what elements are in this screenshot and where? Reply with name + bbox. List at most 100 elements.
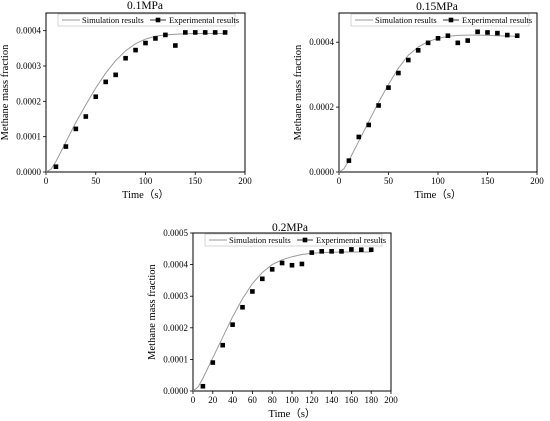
experimental-point <box>200 383 206 389</box>
x-tick-label: 100 <box>285 395 299 405</box>
x-tick-label: 100 <box>139 176 153 186</box>
y-axis-title: Methane mass fraction <box>293 44 304 140</box>
legend-simulation-label: Simulation results <box>229 235 291 245</box>
experimental-point <box>415 48 421 53</box>
simulation-series-line <box>45 33 226 173</box>
experimental-point <box>406 57 411 63</box>
experimental-point <box>269 267 275 272</box>
experimental-point <box>220 342 225 348</box>
y-tick-label: 0.0003 <box>163 291 188 301</box>
y-tick-label: 0.0000 <box>16 167 41 177</box>
experimental-point <box>309 250 315 255</box>
experimental-point <box>250 289 255 294</box>
simulation-series-line <box>338 34 518 173</box>
experimental-point <box>359 247 364 253</box>
experimental-point <box>279 260 285 266</box>
chart-title: 0.1MPa <box>127 0 163 12</box>
experimental-point <box>366 122 371 128</box>
experimental-point <box>230 322 235 327</box>
x-tick-label: 150 <box>189 176 203 186</box>
experimental-point <box>329 249 334 254</box>
legend-experimental-swatch <box>302 237 308 243</box>
x-tick-label: 50 <box>384 176 394 186</box>
legend-simulation-label: Simulation results <box>375 15 437 25</box>
experimental-point <box>514 33 520 39</box>
x-tick-label: 60 <box>248 395 258 405</box>
experimental-point <box>210 360 216 365</box>
y-axis-title: Methane mass fraction <box>0 44 11 140</box>
chart-panel-2: 0.2MPa 0 20 40 60 80 100 120 140 160 180 200 0.0000 0… <box>147 222 398 420</box>
experimental-point <box>133 47 138 53</box>
y-tick-label: 0.0005 <box>163 228 188 238</box>
chart-panel-0: 0.1MPa 0 50 100 150 200 0.0000 0.0001 0.0002 0.00… <box>0 0 252 201</box>
experimental-point <box>485 30 490 35</box>
experimental-point <box>376 103 381 108</box>
x-axis-title: Time（s） <box>122 189 169 201</box>
legend-experimental-swatch <box>155 17 161 23</box>
experimental-point <box>212 30 218 35</box>
x-tick-label: 160 <box>345 395 359 405</box>
x-tick-label: 200 <box>530 176 544 186</box>
x-axis-title: Time（s） <box>269 408 316 420</box>
x-tick-label: 40 <box>228 395 238 405</box>
y-tick-label: 0.0004 <box>16 26 41 36</box>
x-tick-label: 80 <box>268 395 278 405</box>
y-tick-label: 0.0002 <box>16 96 41 106</box>
x-tick-label: 180 <box>364 395 378 405</box>
experimental-point <box>153 36 158 41</box>
y-tick-label: 0.0001 <box>163 354 188 364</box>
experimental-point <box>240 304 245 310</box>
x-tick-label: 200 <box>384 395 398 405</box>
chart-panel-1: 0.15MPa 0 50 100 150 200 0.0000 0.0002 0.0004 Tim… <box>293 1 544 201</box>
legend-experimental-label: Experimental results <box>316 235 386 245</box>
legend <box>57 13 236 27</box>
experimental-point <box>445 33 451 39</box>
experimental-point <box>349 247 354 252</box>
experimental-point <box>53 164 59 169</box>
experimental-point <box>173 43 178 48</box>
y-tick-label: 0.0004 <box>309 37 334 47</box>
y-tick-label: 0.0002 <box>163 323 188 333</box>
experimental-point <box>465 38 470 43</box>
experimental-point <box>356 134 362 140</box>
x-tick-label: 150 <box>481 176 495 186</box>
legend-experimental-label: Experimental results <box>462 15 532 25</box>
x-tick-label: 100 <box>431 176 445 186</box>
y-tick-label: 0.0000 <box>163 386 188 396</box>
x-tick-label: 0 <box>44 176 49 186</box>
y-tick-label: 0.0004 <box>163 260 188 270</box>
x-tick-label: 20 <box>208 395 218 405</box>
experimental-point <box>319 249 324 254</box>
experimental-point <box>475 29 480 35</box>
experimental-point <box>93 94 99 100</box>
x-tick-label: 140 <box>325 395 339 405</box>
experimental-point <box>346 158 352 163</box>
experimental-point <box>222 30 228 35</box>
experimental-point <box>299 261 305 267</box>
y-tick-label: 0.0001 <box>16 132 41 142</box>
x-axis-title: Time（s） <box>415 189 462 201</box>
chart-title: 0.15MPa <box>416 1 458 13</box>
experimental-point <box>63 144 69 149</box>
y-axis-title: Methane mass fraction <box>147 263 158 359</box>
chart-title: 0.2MPa <box>272 222 308 234</box>
y-tick-label: 0.0003 <box>16 61 41 71</box>
y-tick-label: 0.0000 <box>309 167 334 177</box>
experimental-point <box>113 72 118 78</box>
experimental-point <box>505 32 510 38</box>
experimental-point <box>368 247 374 253</box>
experimental-point <box>339 249 344 254</box>
experimental-point <box>455 40 461 46</box>
experimental-point <box>435 36 441 41</box>
legend <box>350 13 530 27</box>
x-tick-label: 200 <box>238 176 252 186</box>
plot-frame <box>45 12 246 173</box>
experimental-point <box>73 126 79 132</box>
experimental-point <box>83 114 89 119</box>
experimental-point <box>495 30 500 36</box>
legend-simulation-label: Simulation results <box>82 15 144 25</box>
x-tick-label: 50 <box>91 176 101 186</box>
experimental-point <box>192 30 198 35</box>
experimental-point <box>396 70 401 76</box>
